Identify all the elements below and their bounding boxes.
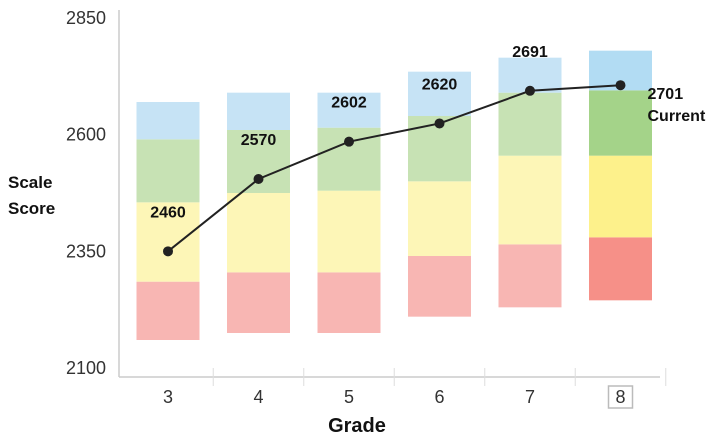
x-axis-title: Grade — [328, 415, 386, 437]
current-label: Current — [648, 108, 706, 125]
band-grade8-level3 — [589, 90, 652, 156]
band-grade6-level2 — [408, 181, 471, 256]
score-point-grade6 — [434, 118, 445, 129]
score-point-grade4 — [253, 174, 264, 184]
band-grade3-level2 — [136, 202, 200, 282]
data-label-grade7: 2691 — [512, 44, 548, 61]
x-tick-label: 7 — [525, 387, 535, 407]
y-tick-label: 2850 — [66, 8, 106, 28]
y-tick-label: 2350 — [66, 241, 106, 261]
band-grade3-level1 — [136, 281, 200, 340]
band-grade8-level1 — [589, 237, 652, 301]
band-grade3-level4 — [136, 102, 200, 140]
band-grade4-level4 — [227, 92, 290, 130]
score-point-grade8 — [615, 80, 626, 91]
band-grade4-level2 — [227, 193, 290, 273]
band-grade4-level1 — [227, 272, 290, 333]
band-grade7-level2 — [498, 155, 562, 245]
band-grade5-level1 — [317, 272, 381, 333]
band-grade8-level2 — [589, 155, 652, 238]
x-tick-label: 3 — [163, 387, 173, 407]
y-tick-labels: 2850 2600 2350 2100 — [66, 8, 106, 378]
score-point-grade7 — [525, 85, 535, 96]
x-tick-label: 8 — [615, 387, 625, 407]
band-grade6-level1 — [408, 256, 471, 317]
x-tick-labels: 3 4 5 6 7 8 — [163, 387, 626, 407]
band-grade3-level3 — [136, 139, 200, 203]
band-grade6-level4 — [408, 71, 471, 116]
x-tick-label: 6 — [434, 387, 444, 407]
data-label-grade5: 2602 — [331, 95, 367, 112]
band-grade5-level2 — [317, 190, 381, 273]
data-label-grade4: 2570 — [241, 132, 277, 149]
data-label-grade8: 2701 — [648, 86, 684, 103]
band-grade7-level3 — [498, 92, 562, 156]
data-label-grade6: 2620 — [422, 76, 458, 93]
y-axis-title-line1: Scale — [8, 173, 52, 192]
score-bands — [136, 50, 652, 340]
y-tick-label: 2100 — [66, 358, 106, 378]
band-grade5-level4 — [317, 92, 381, 128]
axes — [118, 10, 667, 386]
x-tick-label: 4 — [253, 387, 263, 407]
band-grade7-level1 — [498, 244, 562, 308]
y-axis-title-line2: Score — [8, 199, 55, 218]
score-line — [163, 80, 626, 257]
y-tick-label: 2600 — [66, 125, 106, 145]
score-point-grade3 — [163, 246, 173, 257]
score-point-grade5 — [344, 136, 354, 147]
score-trend-line — [167, 84, 621, 253]
data-labels: 2460 2570 2602 2620 2691 2701 Current — [150, 44, 706, 222]
data-label-grade3: 2460 — [150, 204, 186, 221]
current-grade-box — [607, 385, 634, 409]
x-tick-label: 5 — [344, 387, 354, 407]
